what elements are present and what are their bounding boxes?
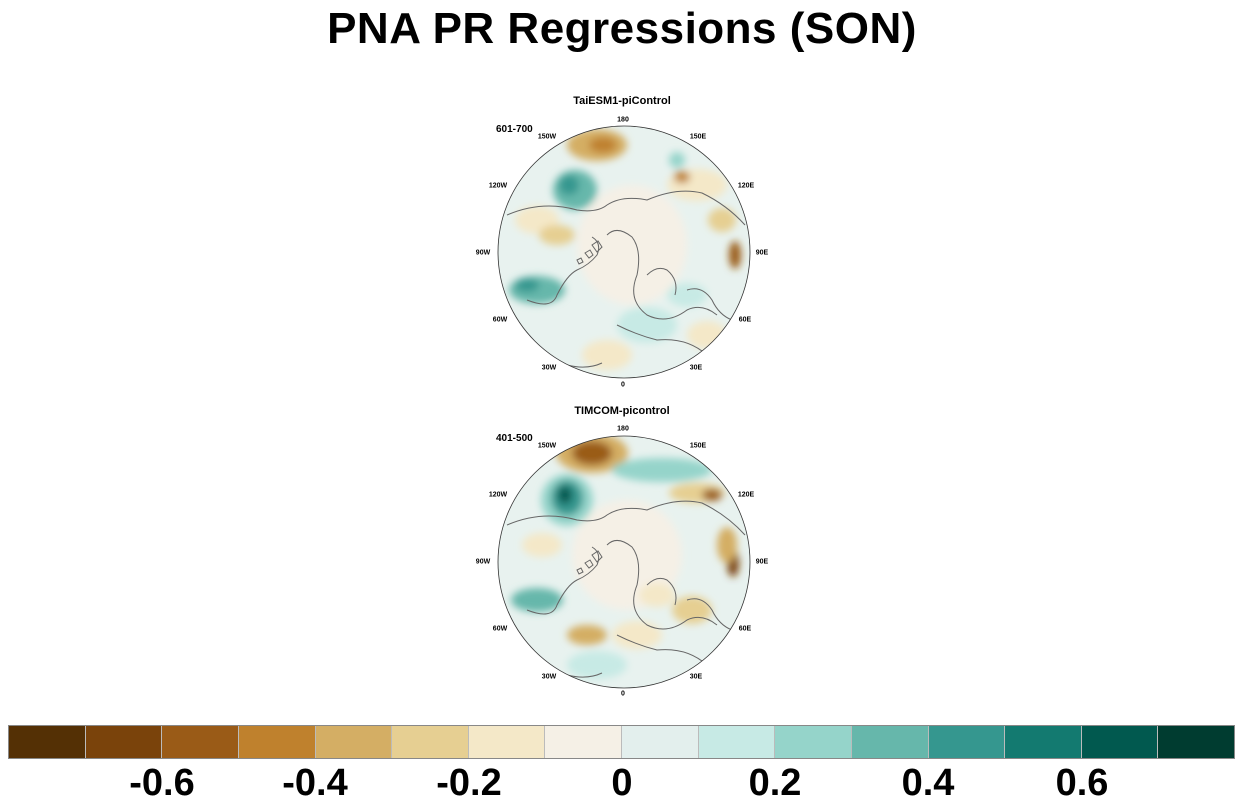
- colorbar-tick-label: 0.4: [901, 762, 955, 804]
- lon-label-150e: 150E: [689, 133, 707, 141]
- lon-label-60w: 60W: [492, 625, 508, 633]
- lon-label-30e: 30E: [689, 673, 703, 681]
- colorbar-swatch: [238, 726, 316, 758]
- panel-title-2: TIMCOM-picontrol: [574, 405, 670, 417]
- colorbar-swatch: [9, 726, 86, 758]
- lon-label-150e: 150E: [689, 442, 707, 450]
- colorbar-tick-label: 0.6: [1055, 762, 1109, 804]
- lon-label-90w: 90W: [475, 249, 491, 257]
- colorbar-swatch: [315, 726, 393, 758]
- lon-label-90e: 90E: [755, 249, 769, 257]
- lon-label-150w: 150W: [537, 442, 557, 450]
- polar-map-2: [497, 435, 751, 689]
- period-label-1: 601-700: [496, 124, 533, 135]
- lon-label-150w: 150W: [537, 133, 557, 141]
- polar-map-1: [497, 125, 751, 379]
- lon-label-180: 180: [617, 425, 629, 433]
- page-title: PNA PR Regressions (SON): [327, 4, 917, 53]
- colorbar-tick-label: -0.4: [282, 762, 348, 804]
- colorbar: [8, 725, 1235, 759]
- colorbar-tick-label: -0.2: [436, 762, 502, 804]
- colorbar-swatch: [392, 726, 469, 758]
- lon-label-90w: 90W: [475, 558, 491, 566]
- colorbar-swatch: [1005, 726, 1082, 758]
- lon-label-0: 0: [621, 690, 625, 698]
- colorbar-swatch: [1158, 726, 1234, 758]
- colorbar-swatch: [851, 726, 929, 758]
- colorbar-swatch: [85, 726, 163, 758]
- lon-label-120w: 120W: [488, 182, 508, 190]
- lon-label-30e: 30E: [689, 364, 703, 372]
- colorbar-swatch: [622, 726, 699, 758]
- lon-label-120e: 120E: [737, 491, 755, 499]
- lon-label-120w: 120W: [488, 491, 508, 499]
- lon-label-60e: 60E: [738, 625, 752, 633]
- colorbar-swatch: [698, 726, 776, 758]
- lon-label-30w: 30W: [541, 673, 557, 681]
- colorbar-tick-label: 0.2: [748, 762, 802, 804]
- colorbar-swatch: [162, 726, 239, 758]
- lon-label-0: 0: [621, 381, 625, 389]
- colorbar-swatch: [1081, 726, 1159, 758]
- lon-label-90e: 90E: [755, 558, 769, 566]
- colorbar-swatch: [468, 726, 546, 758]
- colorbar-tick-label: 0: [611, 762, 633, 804]
- colorbar-swatch: [928, 726, 1006, 758]
- lon-label-180: 180: [617, 116, 629, 124]
- lon-label-120e: 120E: [737, 182, 755, 190]
- colorbar-swatch: [545, 726, 622, 758]
- lon-label-60e: 60E: [738, 316, 752, 324]
- period-label-2: 401-500: [496, 433, 533, 444]
- panel-title-1: TaiESM1-piControl: [573, 95, 671, 107]
- colorbar-swatch: [775, 726, 852, 758]
- colorbar-tick-label: -0.6: [129, 762, 195, 804]
- lon-label-60w: 60W: [492, 316, 508, 324]
- lon-label-30w: 30W: [541, 364, 557, 372]
